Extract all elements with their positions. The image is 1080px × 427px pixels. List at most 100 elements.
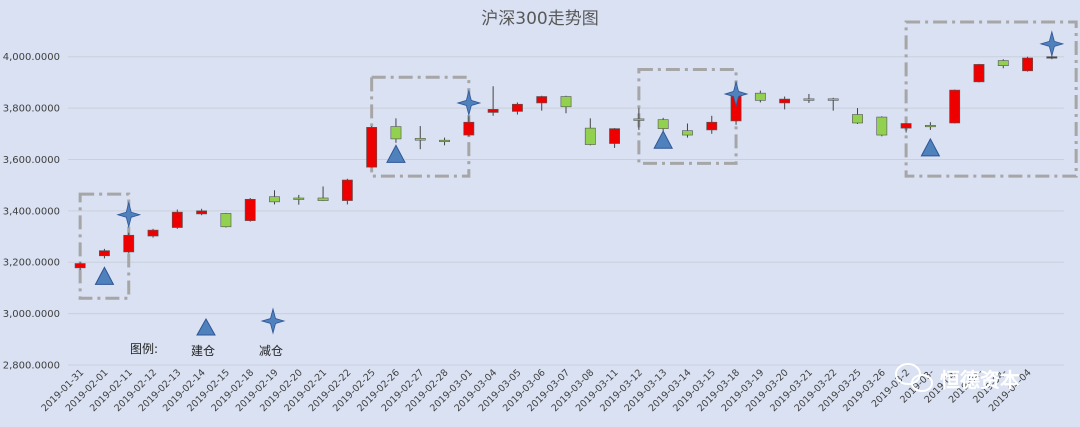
candle: [827, 97, 839, 111]
candle-body: [973, 64, 985, 83]
candle-body: [779, 98, 791, 104]
candle: [682, 123, 693, 138]
highlight-box: [904, 20, 1078, 178]
candle-body: [852, 114, 863, 124]
candle-body: [924, 124, 936, 128]
watermark-text: 恒德资本: [940, 368, 1020, 392]
candle-body: [99, 250, 110, 257]
candle-body: [439, 139, 450, 142]
candle-body: [317, 197, 329, 201]
candle: [99, 248, 110, 259]
candle: [779, 96, 791, 110]
build-marker-triangle: [920, 137, 941, 157]
candle: [123, 232, 135, 254]
candle: [949, 89, 961, 124]
candle-body: [657, 119, 669, 129]
candle-body: [754, 92, 766, 101]
candles: [74, 55, 1058, 270]
candle-body: [220, 213, 232, 228]
candle: [852, 108, 863, 125]
candle: [900, 122, 912, 133]
candle: [633, 108, 645, 130]
candle: [244, 198, 256, 222]
candle-body: [341, 179, 353, 201]
legend-title: 图例:: [130, 342, 158, 356]
candle-body: [74, 263, 86, 269]
candle: [487, 86, 499, 116]
candle: [293, 194, 305, 205]
candle: [269, 190, 280, 205]
highlight-boxes: [78, 20, 1078, 300]
candle: [584, 118, 596, 146]
reduce-marker-star: [116, 201, 142, 229]
candle-body: [390, 126, 402, 140]
candle-body: [560, 96, 572, 108]
build-marker-triangle: [94, 266, 115, 285]
candle-body: [1022, 57, 1033, 72]
candle-body: [584, 127, 596, 145]
candle-body: [196, 210, 208, 215]
legend-build-label: 建仓: [191, 344, 215, 358]
candle: [536, 95, 548, 111]
candle-body: [123, 234, 135, 253]
candle: [366, 126, 378, 168]
y-axis-tick-labels: 2,800.0000 3,000.0000 3,200.0000 3,400.0000…: [3, 52, 60, 371]
candle-body: [269, 196, 280, 203]
candle-body: [487, 109, 499, 113]
candle: [706, 115, 718, 134]
candle: [512, 102, 523, 115]
candle: [997, 59, 1009, 69]
candle: [317, 186, 329, 202]
candle-body: [827, 98, 839, 101]
y-tick-label: 3,400.0000: [3, 206, 60, 217]
y-tick-label: 4,000.0000: [3, 52, 60, 63]
y-tick-label: 3,600.0000: [3, 155, 60, 166]
candle-body: [366, 127, 378, 168]
candle: [973, 63, 985, 83]
wechat-logo-icon: [895, 363, 933, 392]
candle: [439, 137, 450, 146]
candle: [803, 93, 815, 103]
candle: [657, 117, 669, 132]
trade-markers: [94, 30, 1065, 285]
candle-body: [609, 128, 620, 144]
candle-body: [244, 198, 256, 221]
candle-body: [997, 60, 1009, 66]
y-tick-label: 3,000.0000: [3, 309, 60, 320]
candle: [609, 128, 620, 148]
candle: [220, 212, 232, 228]
highlight-box: [637, 68, 738, 165]
candle-body: [293, 197, 305, 200]
candle: [924, 122, 936, 130]
candle-body: [414, 138, 426, 141]
candle-body: [147, 229, 159, 237]
candle-body: [949, 89, 961, 124]
candle: [463, 116, 475, 137]
y-tick-label: 2,800.0000: [3, 361, 60, 372]
candle: [876, 116, 888, 137]
y-tick-label: 3,800.0000: [3, 104, 60, 115]
watermark: 恒德资本: [895, 363, 1020, 392]
candle: [341, 178, 353, 205]
candle: [74, 262, 86, 270]
candle-body: [512, 103, 523, 112]
legend-reduce-label: 减仓: [259, 344, 283, 358]
x-axis-tick-labels: 2019-01-312019-02-012019-02-112019-02-12…: [39, 367, 1033, 414]
candle: [1022, 56, 1033, 72]
candle-body: [706, 121, 718, 131]
y-tick-label: 3,200.0000: [3, 258, 60, 269]
build-marker-triangle: [386, 144, 406, 163]
candle-body: [633, 118, 645, 121]
candle-body: [536, 96, 548, 104]
candle-body: [463, 121, 475, 136]
candle: [171, 209, 183, 229]
build-marker-triangle: [653, 130, 674, 149]
reduce-marker-star: [1039, 30, 1065, 58]
candle-body: [803, 98, 815, 101]
candle: [196, 208, 208, 216]
reduce-marker-star: [723, 80, 749, 108]
candle: [390, 118, 402, 143]
candle: [147, 228, 159, 238]
